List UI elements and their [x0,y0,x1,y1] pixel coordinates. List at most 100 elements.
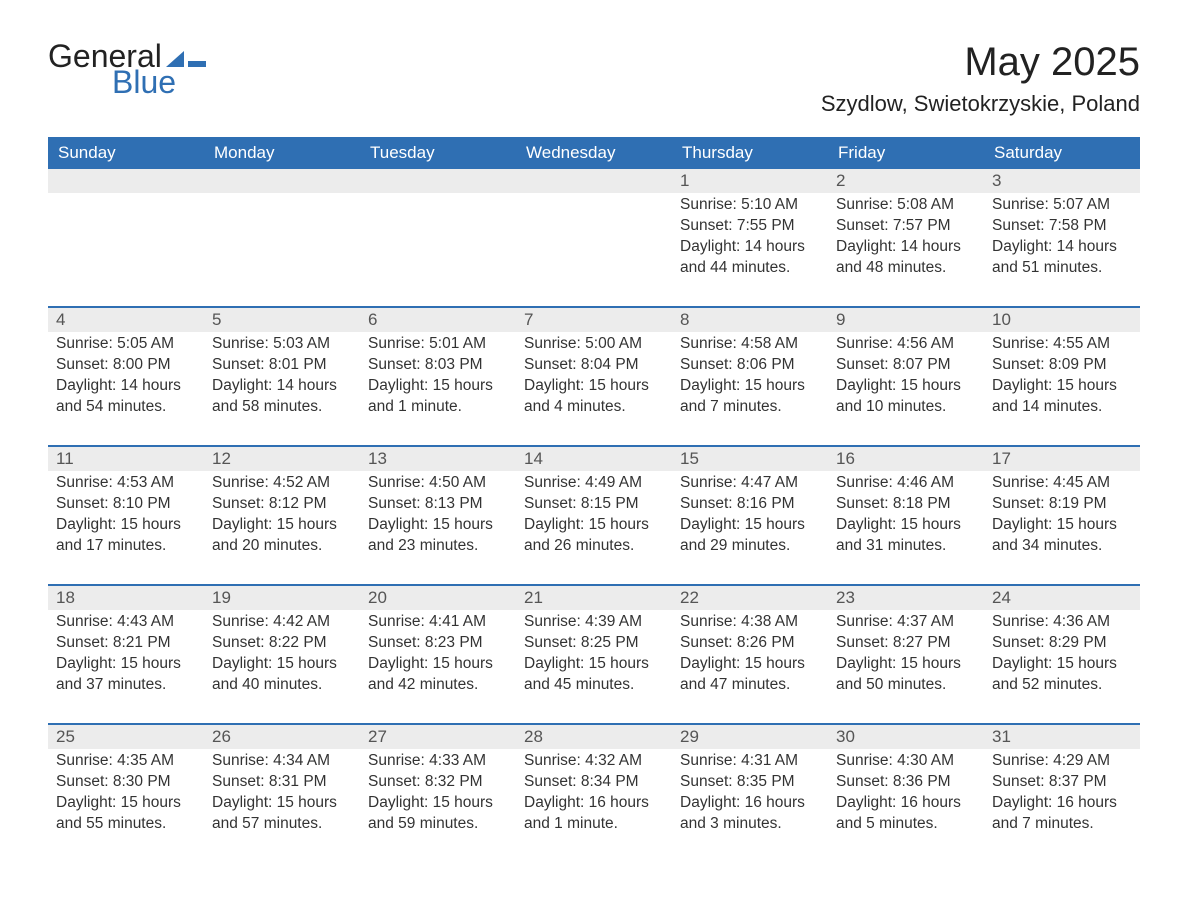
day-details: Sunrise: 4:46 AMSunset: 8:18 PMDaylight:… [828,471,984,561]
day-number: 25 [48,725,204,749]
day-details: Sunrise: 4:43 AMSunset: 8:21 PMDaylight:… [48,610,204,700]
day-details: Sunrise: 5:03 AMSunset: 8:01 PMDaylight:… [204,332,360,422]
sunrise-line: Sunrise: 4:52 AM [212,473,352,494]
day-details: Sunrise: 4:33 AMSunset: 8:32 PMDaylight:… [360,749,516,839]
daylight-line: Daylight: 14 hours and 48 minutes. [836,237,976,279]
empty-day-strip [48,169,204,193]
sunset-line: Sunset: 8:22 PM [212,633,352,654]
sunset-line: Sunset: 8:31 PM [212,772,352,793]
calendar-empty-cell [48,169,204,307]
calendar-day-cell: 30Sunrise: 4:30 AMSunset: 8:36 PMDayligh… [828,725,984,863]
daylight-line: Daylight: 16 hours and 5 minutes. [836,793,976,835]
daylight-line: Daylight: 15 hours and 50 minutes. [836,654,976,696]
daylight-line: Daylight: 15 hours and 55 minutes. [56,793,196,835]
sunset-line: Sunset: 8:12 PM [212,494,352,515]
sunset-line: Sunset: 8:00 PM [56,355,196,376]
calendar-day-cell: 6Sunrise: 5:01 AMSunset: 8:03 PMDaylight… [360,308,516,446]
day-details: Sunrise: 4:56 AMSunset: 8:07 PMDaylight:… [828,332,984,422]
calendar-week-row: 4Sunrise: 5:05 AMSunset: 8:00 PMDaylight… [48,308,1140,446]
daylight-line: Daylight: 15 hours and 14 minutes. [992,376,1132,418]
daylight-line: Daylight: 16 hours and 7 minutes. [992,793,1132,835]
calendar-day-cell: 7Sunrise: 5:00 AMSunset: 8:04 PMDaylight… [516,308,672,446]
day-number: 2 [828,169,984,193]
day-number: 20 [360,586,516,610]
calendar-day-cell: 19Sunrise: 4:42 AMSunset: 8:22 PMDayligh… [204,586,360,724]
daylight-line: Daylight: 14 hours and 44 minutes. [680,237,820,279]
calendar-day-cell: 4Sunrise: 5:05 AMSunset: 8:00 PMDaylight… [48,308,204,446]
day-number: 4 [48,308,204,332]
sunrise-line: Sunrise: 4:35 AM [56,751,196,772]
daylight-line: Daylight: 16 hours and 1 minute. [524,793,664,835]
daylight-line: Daylight: 15 hours and 52 minutes. [992,654,1132,696]
day-number: 1 [672,169,828,193]
day-details: Sunrise: 4:55 AMSunset: 8:09 PMDaylight:… [984,332,1140,422]
day-details: Sunrise: 5:08 AMSunset: 7:57 PMDaylight:… [828,193,984,283]
daylight-line: Daylight: 15 hours and 59 minutes. [368,793,508,835]
calendar-day-cell: 11Sunrise: 4:53 AMSunset: 8:10 PMDayligh… [48,447,204,585]
calendar-week-row: 11Sunrise: 4:53 AMSunset: 8:10 PMDayligh… [48,447,1140,585]
day-details: Sunrise: 4:31 AMSunset: 8:35 PMDaylight:… [672,749,828,839]
sunrise-line: Sunrise: 4:33 AM [368,751,508,772]
calendar-day-cell: 5Sunrise: 5:03 AMSunset: 8:01 PMDaylight… [204,308,360,446]
sunrise-line: Sunrise: 4:45 AM [992,473,1132,494]
daylight-line: Daylight: 14 hours and 54 minutes. [56,376,196,418]
sunset-line: Sunset: 8:13 PM [368,494,508,515]
daylight-line: Daylight: 15 hours and 17 minutes. [56,515,196,557]
calendar-day-cell: 13Sunrise: 4:50 AMSunset: 8:13 PMDayligh… [360,447,516,585]
sunrise-line: Sunrise: 4:37 AM [836,612,976,633]
day-details: Sunrise: 5:01 AMSunset: 8:03 PMDaylight:… [360,332,516,422]
calendar-day-cell: 10Sunrise: 4:55 AMSunset: 8:09 PMDayligh… [984,308,1140,446]
sunset-line: Sunset: 8:29 PM [992,633,1132,654]
calendar-empty-cell [516,169,672,307]
day-number: 5 [204,308,360,332]
weekday-header: Monday [204,137,360,169]
day-number: 11 [48,447,204,471]
sunrise-line: Sunrise: 4:32 AM [524,751,664,772]
day-details: Sunrise: 4:37 AMSunset: 8:27 PMDaylight:… [828,610,984,700]
sunset-line: Sunset: 7:55 PM [680,216,820,237]
day-number: 9 [828,308,984,332]
day-details: Sunrise: 4:34 AMSunset: 8:31 PMDaylight:… [204,749,360,839]
sunset-line: Sunset: 8:09 PM [992,355,1132,376]
sunrise-line: Sunrise: 4:30 AM [836,751,976,772]
sunrise-line: Sunrise: 5:08 AM [836,195,976,216]
weekday-header: Sunday [48,137,204,169]
day-details: Sunrise: 5:00 AMSunset: 8:04 PMDaylight:… [516,332,672,422]
day-number: 16 [828,447,984,471]
day-details: Sunrise: 4:39 AMSunset: 8:25 PMDaylight:… [516,610,672,700]
day-details: Sunrise: 4:29 AMSunset: 8:37 PMDaylight:… [984,749,1140,839]
calendar-empty-cell [204,169,360,307]
location-subtitle: Szydlow, Swietokrzyskie, Poland [821,91,1140,117]
calendar-day-cell: 3Sunrise: 5:07 AMSunset: 7:58 PMDaylight… [984,169,1140,307]
daylight-line: Daylight: 15 hours and 20 minutes. [212,515,352,557]
calendar-day-cell: 27Sunrise: 4:33 AMSunset: 8:32 PMDayligh… [360,725,516,863]
sunset-line: Sunset: 7:58 PM [992,216,1132,237]
calendar-day-cell: 31Sunrise: 4:29 AMSunset: 8:37 PMDayligh… [984,725,1140,863]
day-details: Sunrise: 4:58 AMSunset: 8:06 PMDaylight:… [672,332,828,422]
empty-day-strip [204,169,360,193]
day-number: 19 [204,586,360,610]
sunrise-line: Sunrise: 4:50 AM [368,473,508,494]
sunset-line: Sunset: 8:10 PM [56,494,196,515]
sunset-line: Sunset: 8:35 PM [680,772,820,793]
daylight-line: Daylight: 16 hours and 3 minutes. [680,793,820,835]
sunrise-line: Sunrise: 5:05 AM [56,334,196,355]
daylight-line: Daylight: 15 hours and 47 minutes. [680,654,820,696]
day-details: Sunrise: 5:05 AMSunset: 8:00 PMDaylight:… [48,332,204,422]
day-number: 3 [984,169,1140,193]
day-details: Sunrise: 4:50 AMSunset: 8:13 PMDaylight:… [360,471,516,561]
day-number: 27 [360,725,516,749]
sunrise-line: Sunrise: 4:41 AM [368,612,508,633]
sunrise-line: Sunrise: 5:00 AM [524,334,664,355]
day-number: 31 [984,725,1140,749]
sunrise-line: Sunrise: 5:10 AM [680,195,820,216]
calendar-day-cell: 15Sunrise: 4:47 AMSunset: 8:16 PMDayligh… [672,447,828,585]
sunrise-line: Sunrise: 4:49 AM [524,473,664,494]
calendar-day-cell: 28Sunrise: 4:32 AMSunset: 8:34 PMDayligh… [516,725,672,863]
day-number: 15 [672,447,828,471]
calendar-day-cell: 24Sunrise: 4:36 AMSunset: 8:29 PMDayligh… [984,586,1140,724]
sunset-line: Sunset: 8:37 PM [992,772,1132,793]
sunrise-line: Sunrise: 4:43 AM [56,612,196,633]
month-title: May 2025 [821,40,1140,85]
weekday-header: Tuesday [360,137,516,169]
